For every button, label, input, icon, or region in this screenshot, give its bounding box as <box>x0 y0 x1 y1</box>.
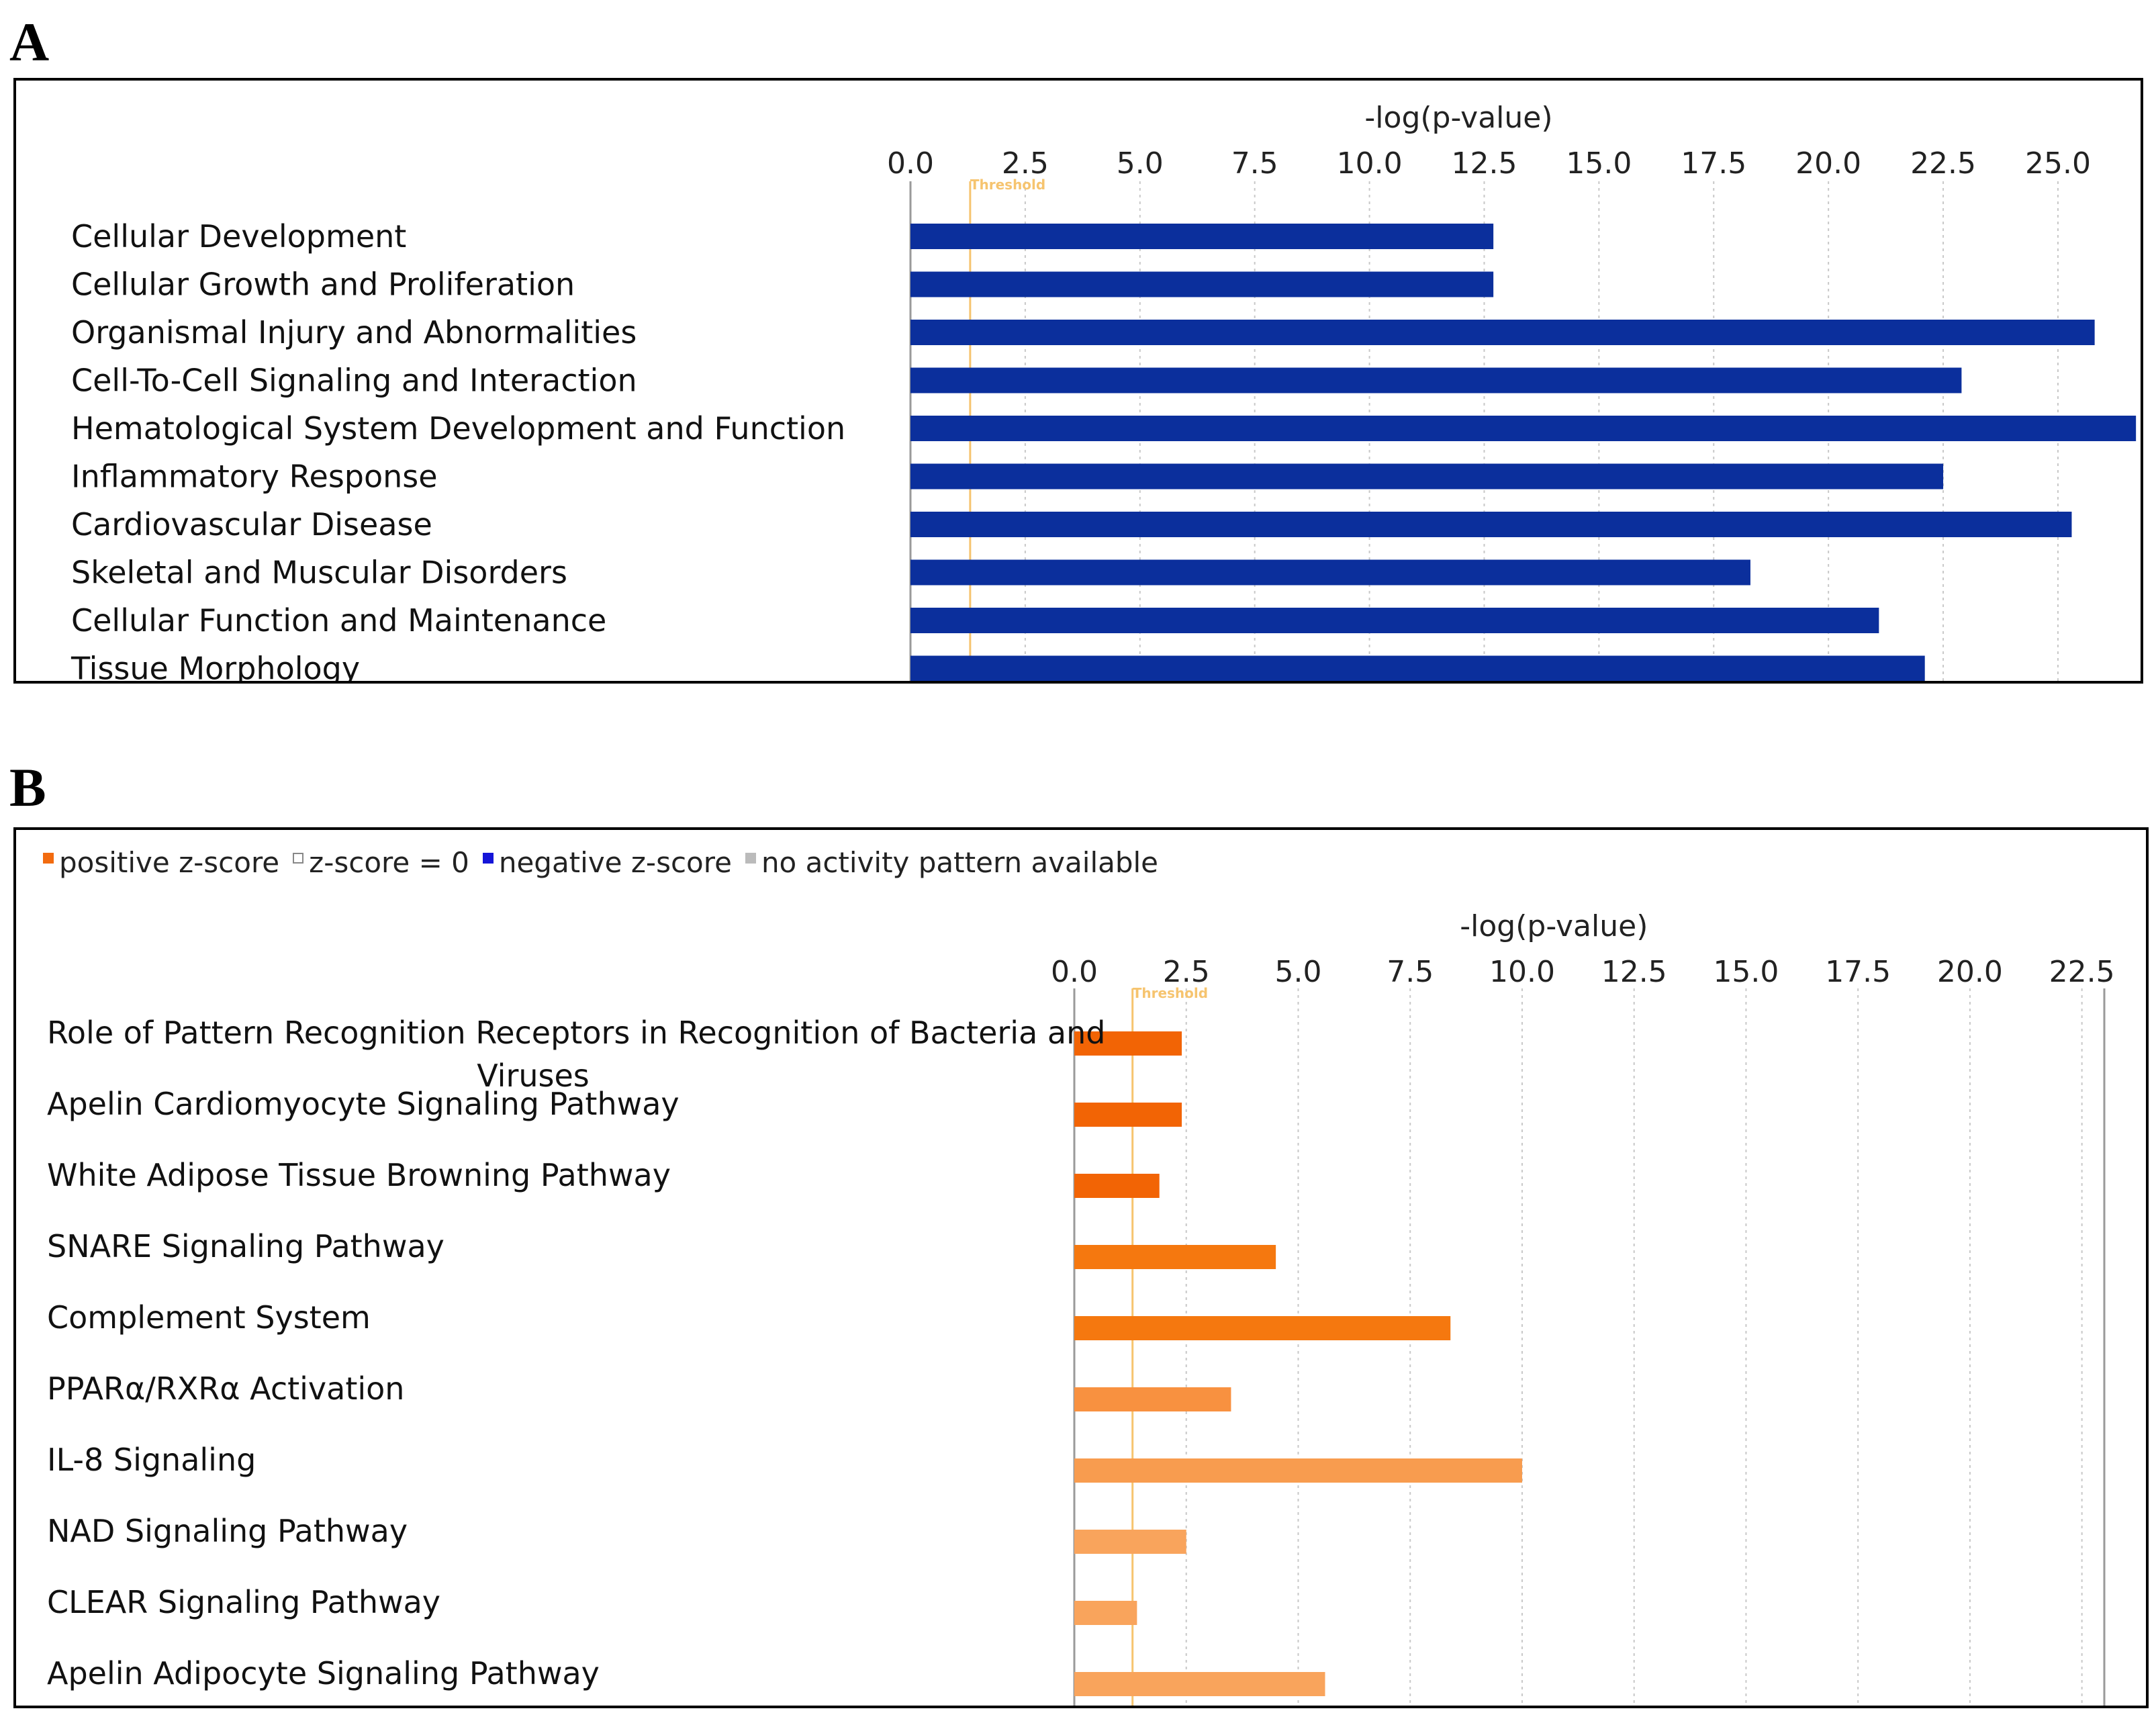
bar <box>910 416 2137 441</box>
panel-a-svg: -log(p-value) 0.0 2.5 5.0 7.5 10.0 12.5 15.0 17.… <box>71 101 2137 682</box>
category-label: IL-8 Signaling <box>47 1442 256 1478</box>
bar <box>1074 1458 1522 1483</box>
bar <box>910 655 1925 681</box>
bar <box>1074 1316 1451 1340</box>
bar <box>1074 1530 1186 1554</box>
panel-b-svg: -log(p-value) 0.0 2.5 5.0 7.5 10.0 12.5 15.0 17.… <box>47 909 2115 1706</box>
x-axis-title: -log(p-value) <box>1460 909 1648 943</box>
threshold-label: Threshold <box>1133 985 1208 1001</box>
category-label: NAD Signaling Pathway <box>47 1513 408 1549</box>
x-tick-label: 2.5 <box>1002 146 1049 181</box>
bar <box>1074 1387 1231 1411</box>
category-label: Skeletal and Muscular Disorders <box>71 555 567 591</box>
category-label: Complement System <box>47 1299 371 1336</box>
legend-label: z-score = 0 <box>309 846 469 879</box>
bar <box>910 559 1750 586</box>
bar <box>910 224 1494 249</box>
legend-item: positive z-score <box>43 846 279 879</box>
category-label: SNARE Signaling Pathway <box>47 1228 444 1264</box>
panel-a-chart: -log(p-value) 0.0 2.5 5.0 7.5 10.0 12.5 15.0 17.… <box>13 78 2143 684</box>
category-label: Apelin Cardiomyocyte Signaling Pathway <box>47 1086 679 1122</box>
bar <box>1074 1672 1325 1696</box>
x-tick-label: 17.5 <box>1825 955 1891 989</box>
category-label: Cellular Growth and Proliferation <box>71 267 575 303</box>
legend-swatch <box>293 852 304 864</box>
x-tick-label: 12.5 <box>1451 146 1517 181</box>
bar <box>1074 1174 1160 1198</box>
category-label: Hematological System Development and Fun… <box>71 410 845 447</box>
x-tick-label: 2.5 <box>1163 955 1210 989</box>
bar <box>910 320 2095 345</box>
panel-b-legend: positive z-score z-score = 0 negative z-sc… <box>43 846 1172 879</box>
bar <box>1074 1031 1182 1056</box>
x-tick-label: 5.0 <box>1274 955 1321 989</box>
bar <box>910 463 1944 490</box>
x-tick-label: 22.5 <box>2049 955 2115 989</box>
panel-a-letter: A <box>9 11 50 73</box>
category-label: Apelin Adipocyte Signaling Pathway <box>47 1655 600 1691</box>
category-label: Cardiovascular Disease <box>71 506 432 543</box>
x-tick-label: 12.5 <box>1601 955 1667 989</box>
category-label: Inflammatory Response <box>71 459 438 495</box>
category-label: Viruses <box>477 1058 590 1094</box>
legend-item: z-score = 0 <box>293 846 469 879</box>
x-tick-label: 15.0 <box>1713 955 1779 989</box>
category-label: White Adipose Tissue Browning Pathway <box>47 1157 671 1193</box>
legend-label: no activity pattern available <box>761 846 1159 879</box>
x-tick-label: 15.0 <box>1566 146 1632 181</box>
legend-swatch <box>43 852 54 864</box>
bar <box>1074 1103 1182 1127</box>
x-tick-label: 5.0 <box>1117 146 1164 181</box>
threshold-label: Threshold <box>970 177 1045 193</box>
bar <box>1074 1245 1276 1269</box>
x-tick-label: 22.5 <box>1910 146 1976 181</box>
panel-b-letter: B <box>9 757 46 818</box>
x-tick-label: 10.0 <box>1489 955 1555 989</box>
x-tick-label: 17.5 <box>1681 146 1746 181</box>
x-tick-label: 20.0 <box>1795 146 1861 181</box>
x-tick-label: 25.0 <box>2025 146 2091 181</box>
category-label: Role of Pattern Recognition Receptors in… <box>47 1015 1105 1051</box>
legend-swatch <box>745 852 756 864</box>
legend-item: negative z-score <box>482 846 732 879</box>
category-label: Cell-To-Cell Signaling and Interaction <box>71 363 637 399</box>
x-tick-label: 20.0 <box>1937 955 2003 989</box>
category-label: Cellular Development <box>71 218 406 254</box>
legend-label: positive z-score <box>59 846 280 879</box>
legend-label: negative z-score <box>498 846 732 879</box>
x-tick-label: 7.5 <box>1231 146 1278 181</box>
category-label: Cellular Function and Maintenance <box>71 602 606 639</box>
legend-item: no activity pattern available <box>745 846 1158 879</box>
bar <box>910 271 1494 297</box>
category-label: Tissue Morphology <box>71 651 360 682</box>
category-label: PPARα/RXRα Activation <box>47 1370 404 1407</box>
x-axis-title: -log(p-value) <box>1364 101 1552 135</box>
category-label: Organismal Injury and Abnormalities <box>71 314 637 351</box>
bar <box>910 608 1879 633</box>
x-tick-label: 0.0 <box>1051 955 1098 989</box>
bar <box>1074 1601 1137 1625</box>
x-tick-label: 7.5 <box>1387 955 1434 989</box>
bar <box>910 512 2072 537</box>
x-tick-label: 0.0 <box>887 146 934 181</box>
x-tick-label: 10.0 <box>1337 146 1403 181</box>
panel-b-chart: positive z-score z-score = 0 negative z-sc… <box>13 827 2149 1708</box>
legend-swatch <box>482 852 494 864</box>
category-label: CLEAR Signaling Pathway <box>47 1584 440 1620</box>
bar <box>910 367 1962 393</box>
